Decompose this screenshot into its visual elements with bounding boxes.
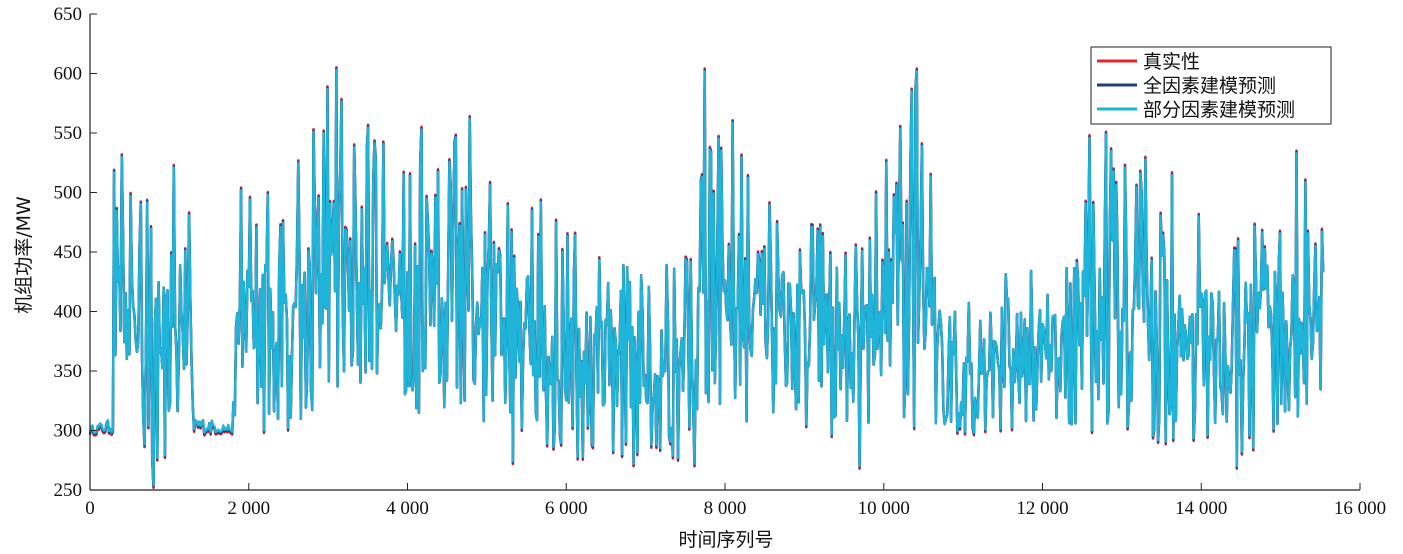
- x-tick-label: 14 000: [1175, 498, 1227, 519]
- x-tick-label: 12 000: [1016, 498, 1068, 519]
- y-tick-label: 500: [54, 183, 83, 204]
- y-tick-label: 350: [54, 361, 83, 382]
- series-lines: [88, 66, 1325, 490]
- x-axis-title: 时间序列号: [678, 529, 773, 551]
- y-tick-label: 300: [54, 421, 83, 442]
- y-tick-label: 650: [54, 4, 83, 25]
- x-tick-label: 4 000: [386, 498, 429, 519]
- y-tick-label: 450: [54, 242, 83, 263]
- y-tick-label: 400: [54, 302, 83, 323]
- legend-label: 真实性: [1143, 51, 1200, 73]
- legend-label: 全因素建模预测: [1143, 75, 1276, 97]
- y-tick-label: 550: [54, 123, 83, 144]
- axes: 0 2 000 4 000 6 000 8 000 10 000 12 000 14 000 1…: [54, 4, 1387, 519]
- legend-label: 部分因素建模预测: [1143, 99, 1295, 121]
- x-tick-label: 10 000: [858, 498, 910, 519]
- x-tick-label: 0: [85, 498, 95, 519]
- series-line-3: [88, 68, 1325, 487]
- y-axis-title: 机组功率/MW: [13, 196, 35, 314]
- x-tick-label: 6 000: [545, 498, 588, 519]
- y-tick-label: 600: [54, 64, 83, 85]
- x-tick-label: 2 000: [227, 498, 270, 519]
- x-tick-label: 16 000: [1334, 498, 1386, 519]
- y-tick-label: 250: [54, 480, 83, 501]
- x-tick-label: 8 000: [704, 498, 747, 519]
